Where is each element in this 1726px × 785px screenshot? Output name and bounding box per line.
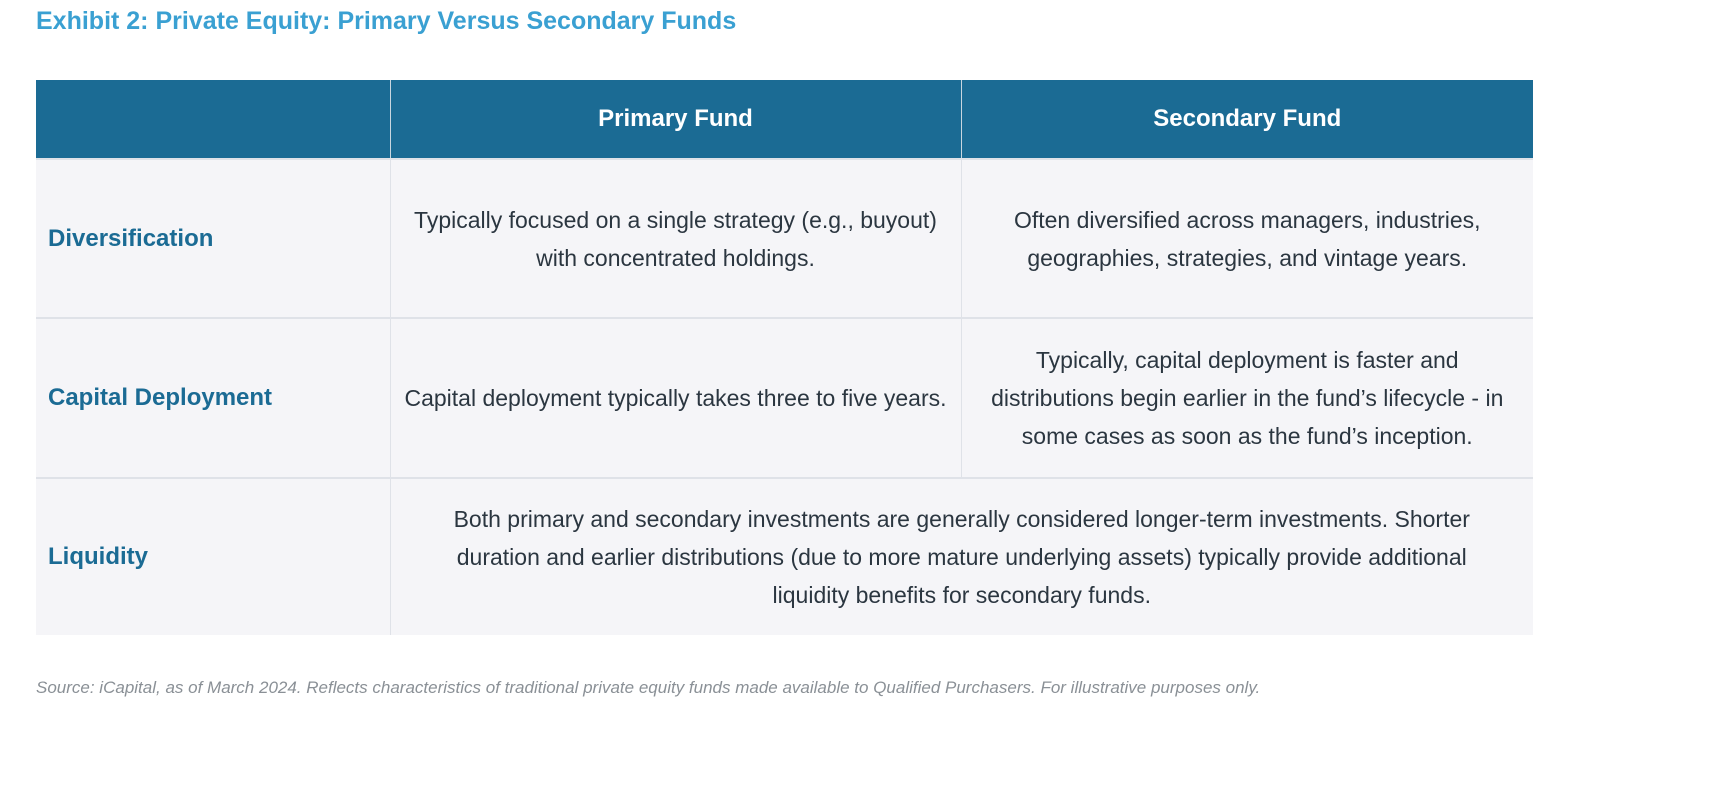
secondary-cell: Often diversified across managers, indus…	[960, 158, 1533, 318]
source-note: Source: iCapital, as of March 2024. Refl…	[36, 678, 1261, 697]
table-row: Liquidity Both primary and secondary inv…	[36, 477, 1533, 635]
primary-cell: Typically focused on a single strategy (…	[389, 158, 961, 318]
secondary-cell: Typically, capital deployment is faster …	[960, 317, 1533, 478]
header-primary-fund: Primary Fund	[389, 80, 961, 159]
header-secondary-fund: Secondary Fund	[960, 80, 1533, 159]
header-row: Primary Fund Secondary Fund	[36, 80, 1533, 159]
combined-cell: Both primary and secondary investments a…	[389, 477, 1533, 635]
comparison-table: Primary Fund Secondary Fund Diversificat…	[36, 80, 1533, 635]
table-row: Capital Deployment Capital deployment ty…	[36, 317, 1533, 478]
row-label: Capital Deployment	[36, 317, 390, 478]
header-empty	[36, 80, 390, 159]
row-label: Diversification	[36, 158, 390, 318]
table-row: Diversification Typically focused on a s…	[36, 158, 1533, 318]
primary-cell: Capital deployment typically takes three…	[389, 317, 961, 478]
row-label: Liquidity	[36, 477, 390, 635]
exhibit-title: Exhibit 2: Private Equity: Primary Versu…	[36, 7, 737, 35]
